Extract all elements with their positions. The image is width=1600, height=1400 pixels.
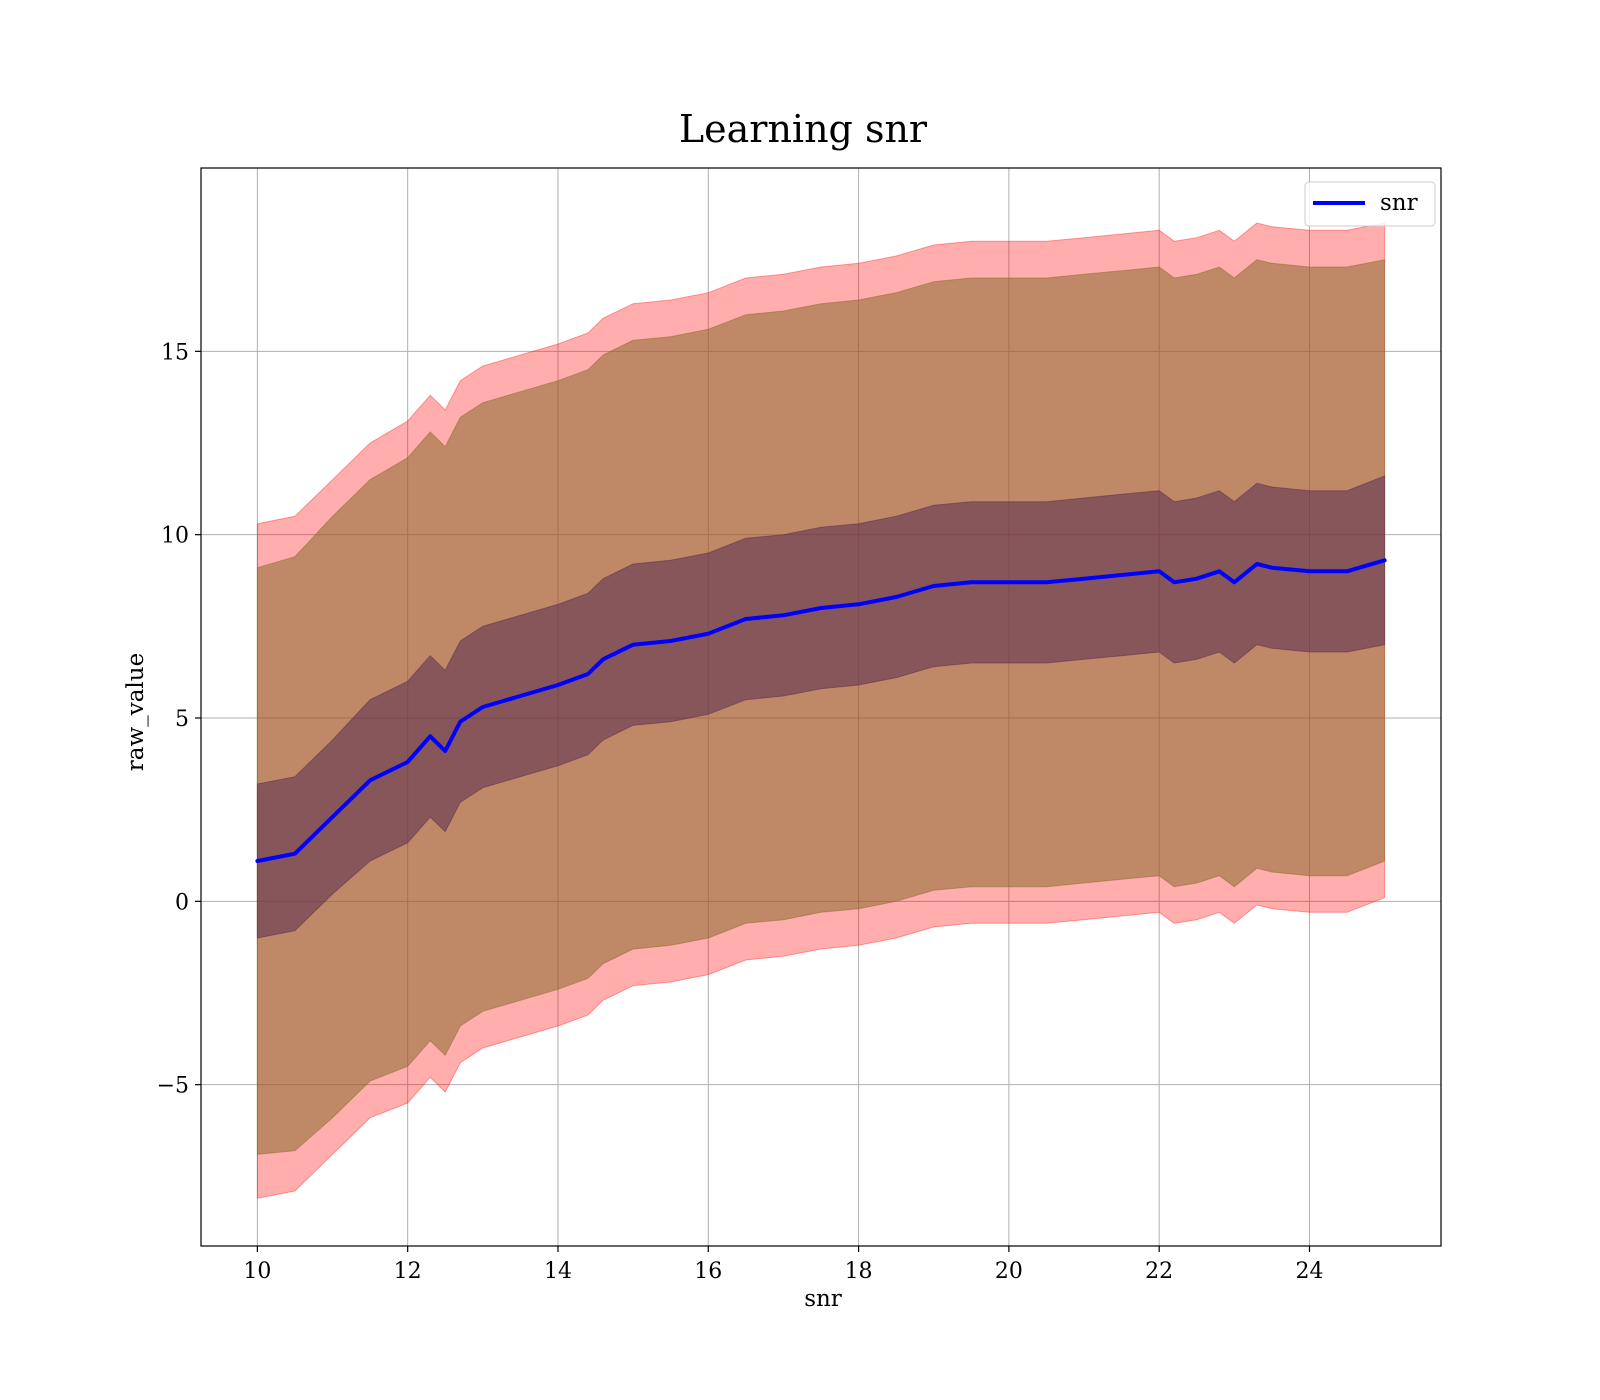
x-tick-label: 10: [243, 1259, 271, 1284]
x-axis-label: snr: [804, 1286, 842, 1312]
x-tick-label: 12: [394, 1259, 422, 1284]
y-axis-label: raw_value: [123, 653, 149, 771]
y-tick-label: 10: [161, 524, 189, 549]
middle-band: [256, 259, 1386, 1155]
x-tick-label: 22: [1145, 1259, 1173, 1284]
x-tick-label: 20: [995, 1259, 1023, 1284]
x-tick-label: 18: [845, 1259, 873, 1284]
x-axis-ticks: 10 12 14 16 18 20 22 24: [243, 1246, 1323, 1284]
series-line-snr: [255, 558, 1387, 863]
x-tick-label: 14: [544, 1259, 572, 1284]
series-lines: [255, 558, 1387, 863]
y-tick-label: 0: [175, 890, 189, 915]
y-tick-label: 15: [161, 340, 189, 365]
legend-frame: [1304, 181, 1436, 227]
legend-label-snr: snr: [1380, 190, 1418, 216]
legend: snr: [1304, 181, 1436, 227]
plot-frame: [200, 167, 1442, 1247]
inner-band: [256, 475, 1386, 939]
y-tick-label: 5: [175, 707, 189, 732]
y-tick-label: −5: [157, 1074, 189, 1099]
chart-title: Learning snr: [679, 107, 928, 151]
x-tick-label: 16: [694, 1259, 722, 1284]
x-tick-label: 24: [1295, 1259, 1323, 1284]
y-axis-ticks: −5 0 5 10 15: [157, 340, 201, 1099]
confidence-bands: [256, 222, 1386, 1199]
